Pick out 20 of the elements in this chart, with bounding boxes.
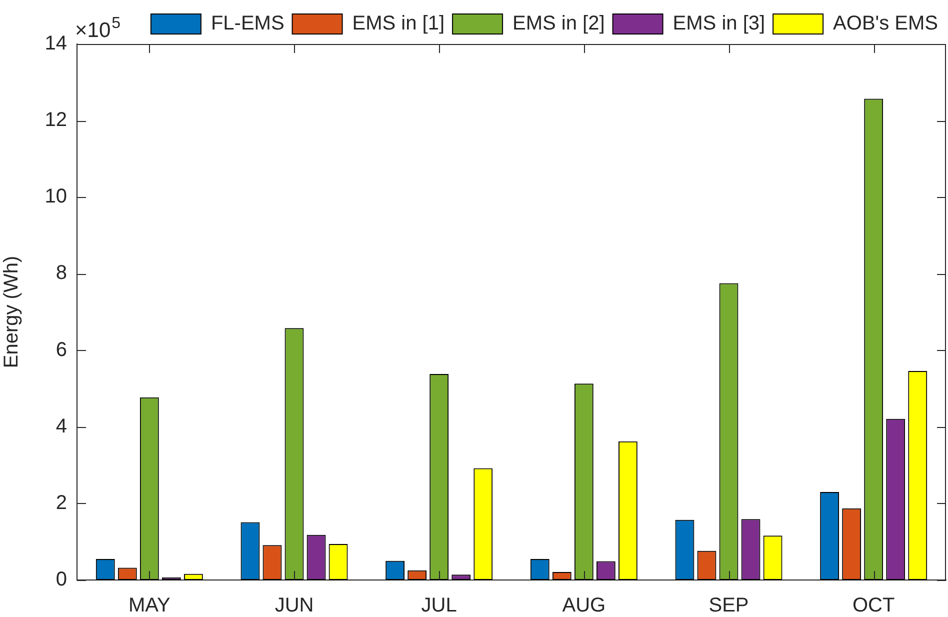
y-tick-label: 2 [56, 492, 67, 514]
x-tick-label: AUG [562, 594, 606, 617]
y-tick-label: 8 [56, 262, 67, 284]
x-tick-label: JUN [274, 594, 314, 617]
y-axis-title: Energy (Wh) [0, 256, 23, 368]
x-tick-label: MAY [128, 594, 170, 617]
y-tick-label: 12 [44, 109, 67, 132]
y-tick-label: 6 [56, 338, 67, 361]
y-tick-label: 4 [56, 415, 67, 438]
x-tick-label: OCT [852, 594, 895, 617]
legend-label: FL-EMS [210, 12, 284, 35]
legend-label: EMS in [1] [352, 12, 445, 35]
legend-label: EMS in [3] [672, 12, 766, 35]
legend-label: EMS in [2] [512, 12, 605, 35]
y-tick-label: 14 [44, 32, 67, 55]
x-tick-label: SEP [708, 594, 749, 617]
x-tick-label: JUL [421, 594, 457, 617]
y-tick-label: 10 [44, 186, 67, 208]
y-tick-label: 0 [56, 568, 67, 591]
legend-label: AOB's EMS [833, 12, 938, 35]
